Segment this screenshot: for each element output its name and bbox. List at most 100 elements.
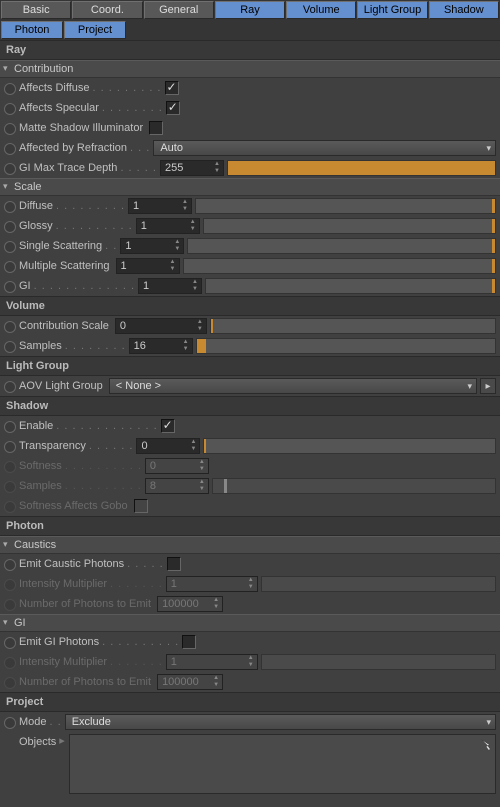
matte-shadow-checkbox[interactable] bbox=[149, 121, 163, 135]
spinner-up-icon: ▲ bbox=[246, 655, 256, 662]
gi-intensity-label: Intensity Multiplier bbox=[19, 656, 107, 668]
glossy-input[interactable]: 1▲▼ bbox=[136, 218, 200, 234]
shadow-section-title: Shadow bbox=[0, 396, 500, 416]
gi-input[interactable]: 1▲▼ bbox=[138, 278, 202, 294]
contribution-scale-input[interactable]: 0▲▼ bbox=[115, 318, 207, 334]
emit-caustic-checkbox[interactable] bbox=[167, 557, 181, 571]
tab-general[interactable]: General bbox=[144, 1, 214, 19]
anim-dot[interactable] bbox=[2, 439, 16, 453]
ray-section-title: Ray bbox=[0, 40, 500, 60]
picker-icon[interactable] bbox=[479, 737, 493, 751]
transparency-slider[interactable] bbox=[203, 438, 496, 454]
tab-basic[interactable]: Basic bbox=[1, 1, 71, 19]
affected-refraction-dropdown[interactable]: Auto bbox=[153, 140, 496, 156]
spinner-down-icon[interactable]: ▼ bbox=[172, 246, 182, 253]
single-scatter-slider[interactable] bbox=[187, 238, 496, 254]
anim-dot[interactable] bbox=[2, 557, 16, 571]
shd-samples-label: Samples bbox=[19, 480, 62, 492]
spinner-up-icon[interactable]: ▲ bbox=[212, 161, 222, 168]
anim-dot[interactable] bbox=[2, 339, 16, 353]
anim-dot[interactable] bbox=[2, 279, 16, 293]
spinner-down-icon[interactable]: ▼ bbox=[168, 266, 178, 273]
spinner-down-icon[interactable]: ▼ bbox=[190, 286, 200, 293]
tab-ray[interactable]: Ray bbox=[215, 1, 285, 19]
spinner-up-icon[interactable]: ▲ bbox=[188, 439, 198, 446]
emit-gi-checkbox[interactable] bbox=[182, 635, 196, 649]
gi-intensity-input: 1▲▼ bbox=[166, 654, 258, 670]
caustics-group-header[interactable]: Caustics bbox=[0, 536, 500, 554]
anim-dot bbox=[2, 655, 16, 669]
spinner-down-icon[interactable]: ▼ bbox=[188, 226, 198, 233]
anim-dot[interactable] bbox=[2, 419, 16, 433]
gi-max-trace-slider[interactable] bbox=[227, 160, 496, 176]
gi-max-trace-input[interactable]: 255▲▼ bbox=[160, 160, 224, 176]
enable-checkbox[interactable] bbox=[161, 419, 175, 433]
spinner-down-icon[interactable]: ▼ bbox=[188, 446, 198, 453]
gi-slider[interactable] bbox=[205, 278, 496, 294]
mode-dropdown[interactable]: Exclude bbox=[65, 714, 496, 730]
aov-dropdown[interactable]: < None > bbox=[109, 378, 477, 394]
anim-dot[interactable] bbox=[2, 161, 16, 175]
gi-group-header[interactable]: GI bbox=[0, 614, 500, 632]
tab-light-group[interactable]: Light Group bbox=[357, 1, 427, 19]
diffuse-slider[interactable] bbox=[195, 198, 496, 214]
tab-project[interactable]: Project bbox=[64, 21, 126, 39]
softness-gobo-label: Softness Affects Gobo bbox=[19, 500, 128, 512]
anim-dot[interactable] bbox=[2, 319, 16, 333]
anim-dot[interactable] bbox=[2, 101, 16, 115]
single-scatter-input[interactable]: 1▲▼ bbox=[120, 238, 184, 254]
anim-dot[interactable] bbox=[2, 141, 16, 155]
spinner-down-icon[interactable]: ▼ bbox=[180, 206, 190, 213]
mode-label: Mode bbox=[19, 716, 47, 728]
multi-scatter-input[interactable]: 1▲▼ bbox=[116, 258, 180, 274]
anim-dot[interactable] bbox=[2, 259, 16, 273]
tab-coord[interactable]: Coord. bbox=[72, 1, 142, 19]
matte-shadow-label: Matte Shadow Illuminator bbox=[19, 122, 143, 134]
multi-scatter-slider[interactable] bbox=[183, 258, 497, 274]
vol-samples-slider[interactable] bbox=[196, 338, 496, 354]
anim-dot[interactable] bbox=[2, 635, 16, 649]
spinner-up-icon[interactable]: ▲ bbox=[172, 239, 182, 246]
diffuse-input[interactable]: 1▲▼ bbox=[128, 198, 192, 214]
single-scatter-label: Single Scattering bbox=[19, 240, 102, 252]
affects-diffuse-label: Affects Diffuse bbox=[19, 82, 90, 94]
contribution-group-header[interactable]: Contribution bbox=[0, 60, 500, 78]
spinner-down-icon[interactable]: ▼ bbox=[195, 326, 205, 333]
glossy-label: Glossy bbox=[19, 220, 53, 232]
spinner-down-icon[interactable]: ▼ bbox=[212, 168, 222, 175]
spinner-up-icon[interactable]: ▲ bbox=[180, 199, 190, 206]
diffuse-label: Diffuse bbox=[19, 200, 53, 212]
anim-dot bbox=[2, 597, 16, 611]
anim-dot[interactable] bbox=[2, 81, 16, 95]
caustic-intensity-input: 1▲▼ bbox=[166, 576, 258, 592]
scale-group-header[interactable]: Scale bbox=[0, 178, 500, 196]
anim-dot bbox=[2, 675, 16, 689]
spinner-up-icon[interactable]: ▲ bbox=[195, 319, 205, 326]
enable-label: Enable bbox=[19, 420, 53, 432]
spinner-up-icon[interactable]: ▲ bbox=[190, 279, 200, 286]
contribution-scale-slider[interactable] bbox=[210, 318, 496, 334]
transparency-input[interactable]: 0▲▼ bbox=[136, 438, 200, 454]
anim-dot[interactable] bbox=[2, 219, 16, 233]
spinner-down-icon[interactable]: ▼ bbox=[181, 346, 191, 353]
tab-shadow[interactable]: Shadow bbox=[429, 1, 499, 19]
spinner-up-icon[interactable]: ▲ bbox=[168, 259, 178, 266]
spinner-up-icon[interactable]: ▲ bbox=[181, 339, 191, 346]
anim-dot[interactable] bbox=[2, 121, 16, 135]
anim-dot[interactable] bbox=[2, 379, 16, 393]
tab-volume[interactable]: Volume bbox=[286, 1, 356, 19]
affects-specular-checkbox[interactable] bbox=[166, 101, 180, 115]
glossy-slider[interactable] bbox=[203, 218, 496, 234]
spinner-down-icon: ▼ bbox=[211, 604, 221, 611]
affects-diffuse-checkbox[interactable] bbox=[165, 81, 179, 95]
tab-photon[interactable]: Photon bbox=[1, 21, 63, 39]
spinner-up-icon[interactable]: ▲ bbox=[188, 219, 198, 226]
objects-linkbox[interactable] bbox=[69, 734, 496, 794]
goto-button[interactable]: ▸ bbox=[480, 378, 496, 394]
anim-dot[interactable] bbox=[2, 239, 16, 253]
caustic-num-label: Number of Photons to Emit bbox=[19, 598, 151, 610]
emit-caustic-label: Emit Caustic Photons bbox=[19, 558, 124, 570]
anim-dot[interactable] bbox=[2, 199, 16, 213]
vol-samples-input[interactable]: 16▲▼ bbox=[129, 338, 193, 354]
anim-dot[interactable] bbox=[2, 715, 16, 729]
